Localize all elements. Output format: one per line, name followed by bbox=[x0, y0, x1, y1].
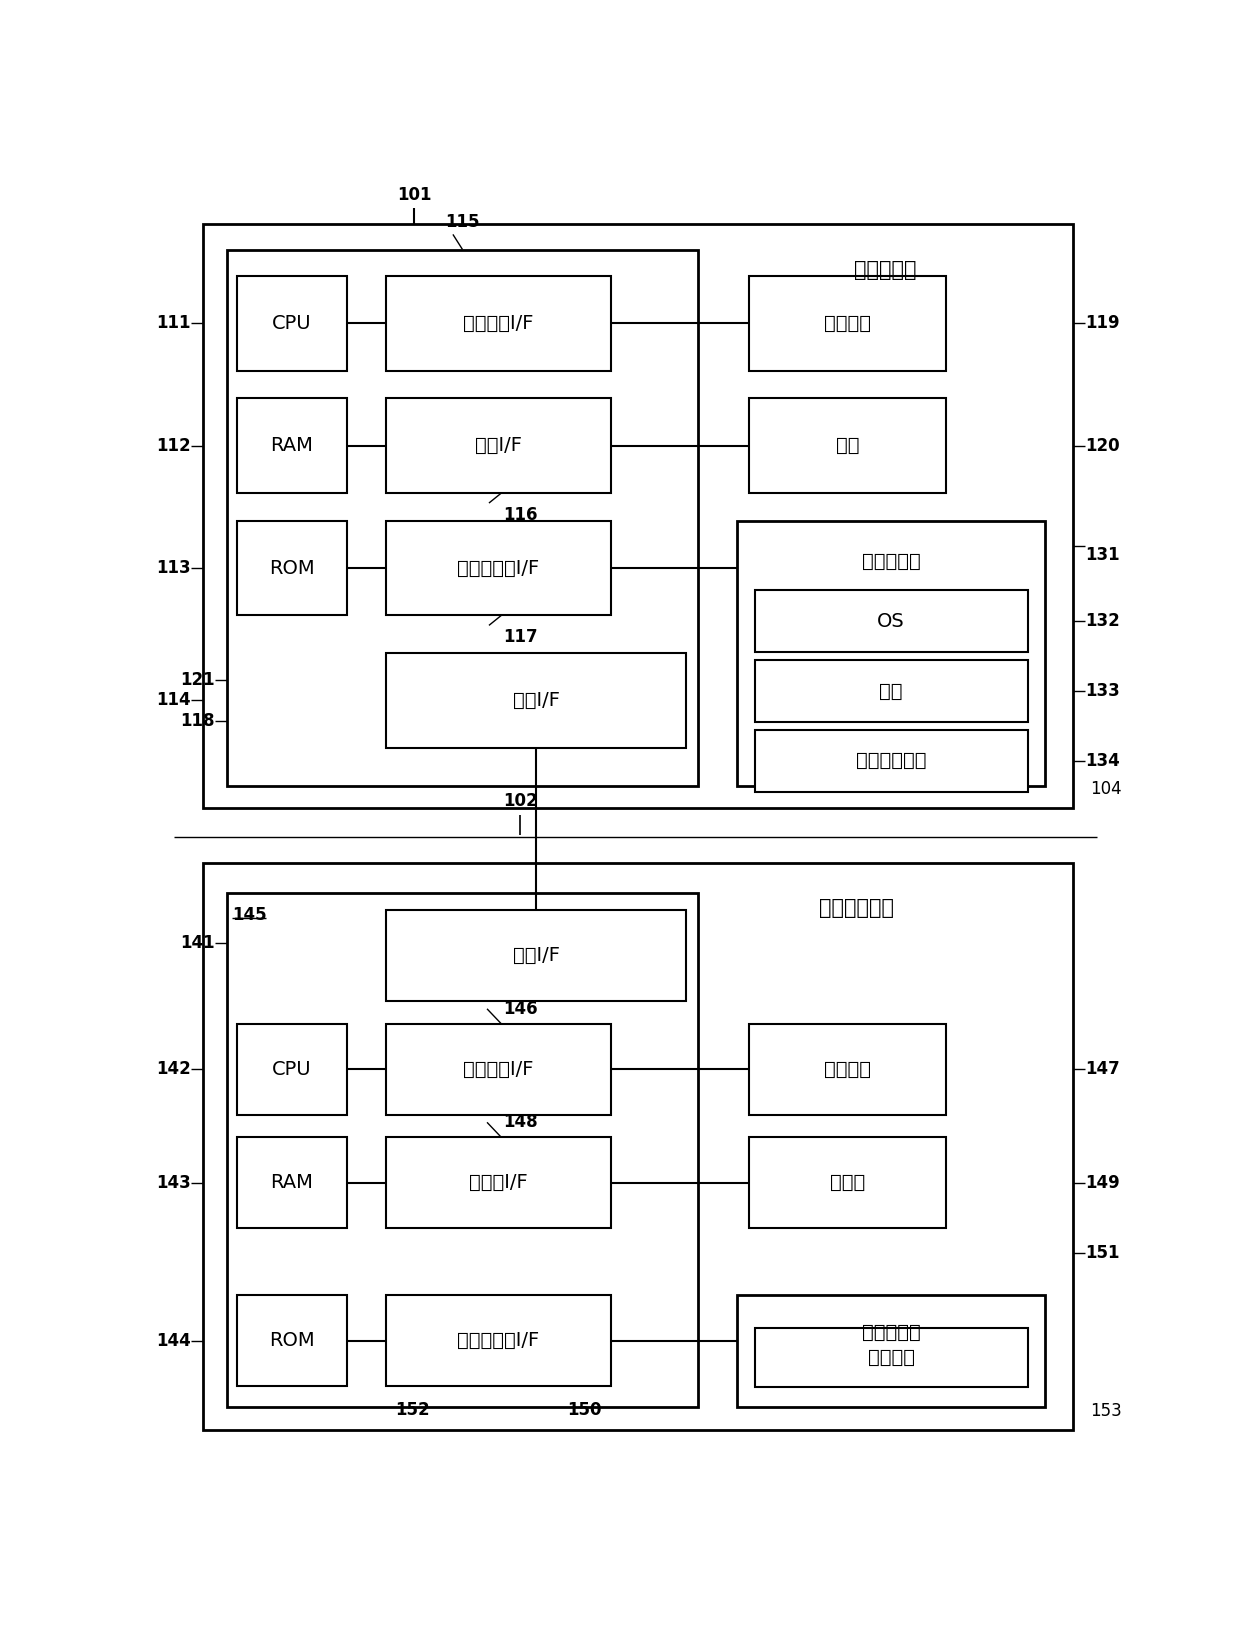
Bar bbox=[749, 1137, 946, 1228]
Text: 102: 102 bbox=[503, 791, 537, 809]
Text: ROM: ROM bbox=[269, 559, 315, 578]
Text: 121: 121 bbox=[180, 670, 215, 688]
Text: 142: 142 bbox=[156, 1060, 191, 1078]
Bar bbox=[738, 1296, 1045, 1407]
Bar bbox=[755, 729, 1028, 791]
Bar bbox=[237, 1137, 347, 1228]
Text: 外部存储器: 外部存储器 bbox=[862, 552, 920, 572]
Text: 104: 104 bbox=[1090, 780, 1122, 798]
Text: 外部存储器: 外部存储器 bbox=[862, 1324, 920, 1342]
Text: 网络I/F: 网络I/F bbox=[512, 691, 559, 709]
Text: 应用: 应用 bbox=[879, 681, 903, 701]
Text: 150: 150 bbox=[568, 1400, 601, 1419]
Text: 显示单元I/F: 显示单元I/F bbox=[464, 314, 533, 333]
Text: 操作单元: 操作单元 bbox=[823, 1060, 870, 1079]
Text: 134: 134 bbox=[1085, 752, 1120, 770]
Bar bbox=[386, 654, 687, 747]
Text: 153: 153 bbox=[1090, 1402, 1122, 1420]
Text: 硬件信息: 硬件信息 bbox=[868, 1348, 915, 1368]
Bar bbox=[237, 277, 347, 370]
Text: 144: 144 bbox=[156, 1332, 191, 1350]
Bar bbox=[755, 660, 1028, 722]
Bar bbox=[749, 1024, 946, 1115]
Bar bbox=[386, 911, 687, 1001]
Bar bbox=[237, 1024, 347, 1115]
Text: 113: 113 bbox=[156, 559, 191, 577]
Text: 打印机: 打印机 bbox=[830, 1173, 866, 1192]
Text: 客户端装置: 客户端装置 bbox=[854, 259, 916, 280]
Bar bbox=[386, 277, 611, 370]
Bar bbox=[386, 1296, 611, 1386]
Bar bbox=[738, 521, 1045, 786]
Text: 120: 120 bbox=[1085, 437, 1120, 455]
Text: 152: 152 bbox=[396, 1400, 430, 1419]
Text: 键盘I/F: 键盘I/F bbox=[475, 436, 522, 455]
Text: RAM: RAM bbox=[270, 436, 314, 455]
Bar bbox=[237, 398, 347, 493]
Text: 141: 141 bbox=[180, 934, 215, 952]
Text: 147: 147 bbox=[1085, 1060, 1120, 1078]
Text: 115: 115 bbox=[445, 213, 480, 231]
Text: 网络I/F: 网络I/F bbox=[512, 947, 559, 965]
Text: 外部存储器I/F: 外部存储器I/F bbox=[458, 559, 539, 578]
Bar bbox=[386, 398, 611, 493]
Text: 149: 149 bbox=[1085, 1174, 1120, 1192]
Bar bbox=[749, 277, 946, 370]
Text: CPU: CPU bbox=[272, 314, 311, 333]
Text: 146: 146 bbox=[503, 999, 538, 1017]
Text: 116: 116 bbox=[503, 506, 538, 524]
Text: 133: 133 bbox=[1085, 681, 1120, 699]
Text: 148: 148 bbox=[503, 1114, 538, 1132]
Text: 143: 143 bbox=[156, 1174, 191, 1192]
Text: 118: 118 bbox=[180, 713, 215, 731]
Bar bbox=[386, 1024, 611, 1115]
Text: 145: 145 bbox=[232, 906, 267, 924]
Text: 101: 101 bbox=[397, 187, 432, 205]
Bar bbox=[386, 521, 611, 616]
Text: 外部存储器I/F: 外部存储器I/F bbox=[458, 1332, 539, 1350]
Text: 打印机驱动器: 打印机驱动器 bbox=[856, 752, 926, 770]
Text: 显示单元: 显示单元 bbox=[823, 314, 870, 333]
Text: RAM: RAM bbox=[270, 1173, 314, 1192]
Text: 117: 117 bbox=[503, 627, 538, 645]
Bar bbox=[227, 893, 698, 1407]
Text: 图像输出装置: 图像输出装置 bbox=[820, 898, 894, 917]
Bar bbox=[755, 590, 1028, 652]
Text: 119: 119 bbox=[1085, 314, 1120, 333]
Text: CPU: CPU bbox=[272, 1060, 311, 1079]
Bar bbox=[749, 398, 946, 493]
Bar bbox=[203, 863, 1073, 1430]
Bar bbox=[237, 1296, 347, 1386]
Text: 112: 112 bbox=[156, 437, 191, 455]
Text: 131: 131 bbox=[1085, 545, 1120, 563]
Text: 键盘: 键盘 bbox=[836, 436, 859, 455]
Bar bbox=[203, 224, 1073, 808]
Text: 111: 111 bbox=[156, 314, 191, 333]
Bar bbox=[227, 249, 698, 786]
Bar bbox=[386, 1137, 611, 1228]
Text: 114: 114 bbox=[156, 691, 191, 709]
Text: ROM: ROM bbox=[269, 1332, 315, 1350]
Text: 151: 151 bbox=[1085, 1243, 1120, 1261]
Text: 132: 132 bbox=[1085, 613, 1120, 631]
Text: 操作单元I/F: 操作单元I/F bbox=[464, 1060, 533, 1079]
Text: OS: OS bbox=[877, 611, 905, 631]
Text: 打印机I/F: 打印机I/F bbox=[469, 1173, 528, 1192]
Bar bbox=[755, 1328, 1028, 1387]
Bar bbox=[237, 521, 347, 616]
